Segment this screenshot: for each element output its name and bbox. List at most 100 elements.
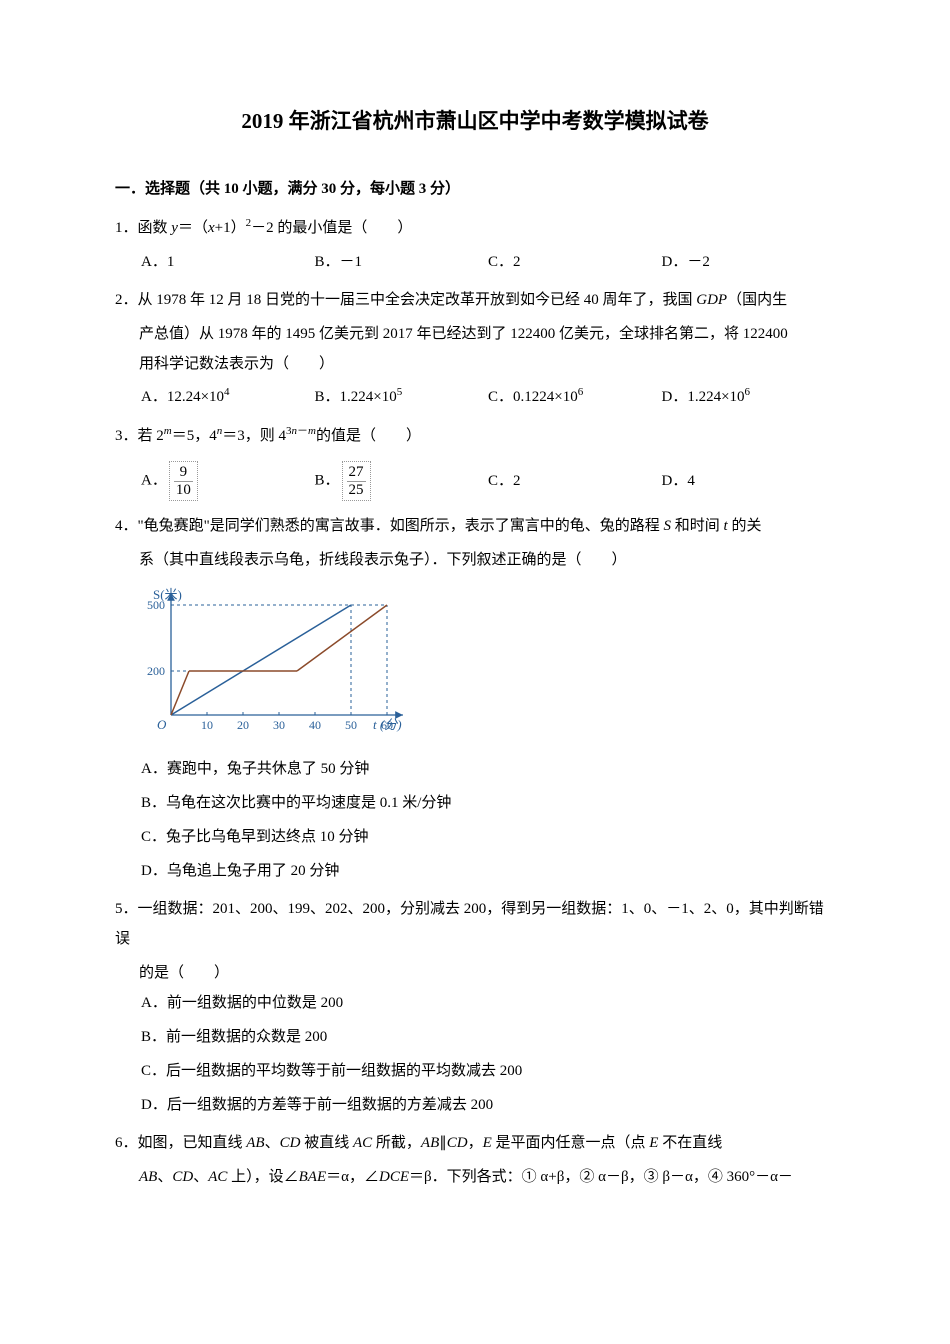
q4-opt-b: B．乌龟在这次比赛中的平均速度是 0.1 米/分钟 [141, 788, 835, 818]
q1-text: 1．函数 y＝（x+1）2－2 的最小值是（ ） [115, 212, 835, 243]
q2-c-pre: C．0.1224×10 [488, 389, 578, 405]
q6-ab2: AB [421, 1135, 439, 1151]
q4-l1-post: 的关 [728, 518, 762, 534]
q6-l2g: ＝α，∠ [326, 1169, 379, 1185]
q4-opt-a: A．赛跑中，兔子共休息了 50 分钟 [141, 754, 835, 784]
q3-opt-a: A． 910 [141, 461, 315, 501]
q3-post: 的值是（ ） [316, 428, 421, 444]
q3-a-den: 10 [174, 482, 193, 499]
q3-exp-minus: － [297, 425, 308, 437]
q5-line1: 5．一组数据：201、200、199、202、200，分别减去 200，得到另一… [115, 894, 835, 954]
q2-c-exp: 6 [578, 386, 584, 398]
q1-mid: ＝（ [178, 220, 208, 236]
q2-opt-d: D．1.224×106 [662, 381, 836, 412]
q4-l1-mid: 和时间 [671, 518, 724, 534]
question-5: 5．一组数据：201、200、199、202、200，分别减去 200，得到另一… [115, 894, 835, 1120]
question-2: 2．从 1978 年 12 月 18 日党的十一届三中全会决定改革开放到如今已经… [115, 285, 835, 412]
q1-opt-c: C．2 [488, 247, 662, 277]
q3-b-den: 25 [347, 482, 366, 499]
q5-opt-b: B．前一组数据的众数是 200 [141, 1022, 835, 1052]
q6-line2: AB、CD、AC 上），设∠BAE＝α，∠DCE＝β．下列各式：① α+β，② … [115, 1162, 835, 1192]
q3-options: A． 910 B．2725 C．2 D．4 [115, 461, 835, 501]
q1-opt-d: D．－2 [662, 247, 836, 277]
q2-gdp: GDP [696, 292, 727, 308]
q1-y: y [171, 220, 178, 236]
q6-l2f: 上），设∠ [227, 1169, 298, 1185]
q6-ac: AC [353, 1135, 372, 1151]
q4-opt-c: C．兔子比乌龟早到达终点 10 分钟 [141, 822, 835, 852]
q4-opt-d: D．乌龟追上兔子用了 20 分钟 [141, 856, 835, 886]
question-4: 4．"龟兔赛跑"是同学们熟悉的寓言故事．如图所示，表示了寓言中的龟、兔的路程 S… [115, 511, 835, 886]
q6-l1g: 不在直线 [658, 1135, 722, 1151]
svg-text:20: 20 [237, 718, 249, 732]
q6-l2a: AB [139, 1169, 157, 1185]
q3-exp-m: m [308, 425, 316, 437]
svg-text:50: 50 [345, 718, 357, 732]
question-3: 3．若 2m＝5，4n＝3，则 43n－m的值是（ ） A． 910 B．2725… [115, 420, 835, 501]
q4-line2: 系（其中直线段表示乌龟，折线段表示兔子）．下列叙述正确的是（ ） [115, 545, 835, 575]
svg-text:60: 60 [381, 718, 393, 732]
svg-text:200: 200 [147, 664, 165, 678]
q2-line1-post: （国内生 [727, 292, 787, 308]
q2-line1: 2．从 1978 年 12 月 18 日党的十一届三中全会决定改革开放到如今已经… [115, 285, 835, 315]
q1-options: A．1 B．－1 C．2 D．－2 [115, 247, 835, 277]
q4-s: S [664, 518, 672, 534]
question-1: 1．函数 y＝（x+1）2－2 的最小值是（ ） A．1 B．－1 C．2 D．… [115, 212, 835, 277]
q5-opt-d: D．后一组数据的方差等于前一组数据的方差减去 200 [141, 1090, 835, 1120]
svg-text:40: 40 [309, 718, 321, 732]
svg-text:O: O [157, 717, 167, 732]
q6-l2b: 、 [157, 1169, 172, 1185]
q6-l1b: 、 [265, 1135, 280, 1151]
q6-bae: BAE [299, 1169, 327, 1185]
q6-l1f: 是平面内任意一点（点 [492, 1135, 650, 1151]
q2-opt-b: B．1.224×105 [315, 381, 489, 412]
q2-line3: 用科学记数法表示为（ ） [115, 349, 835, 379]
q6-cd: CD [280, 1135, 301, 1151]
q6-l1a: 6．如图，已知直线 [115, 1135, 246, 1151]
q2-options: A．12.24×104 B．1.224×105 C．0.1224×106 D．1… [115, 381, 835, 412]
q6-par: ∥ [439, 1135, 447, 1151]
exam-title: 2019 年浙江省杭州市萧山区中学中考数学模拟试卷 [115, 100, 835, 142]
q6-dce: DCE [379, 1169, 409, 1185]
q6-line1: 6．如图，已知直线 AB、CD 被直线 AC 所截，AB∥CD，E 是平面内任意… [115, 1128, 835, 1158]
q2-d-pre: D．1.224×10 [662, 389, 745, 405]
q4-l1-pre: 4．"龟兔赛跑"是同学们熟悉的寓言故事．如图所示，表示了寓言中的龟、兔的路程 [115, 518, 664, 534]
q3-text: 3．若 2m＝5，4n＝3，则 43n－m的值是（ ） [115, 420, 835, 451]
q6-l2e: AC [208, 1169, 227, 1185]
section-1-header: 一．选择题（共 10 小题，满分 30 分，每小题 3 分） [115, 174, 835, 204]
q6-l1c: 被直线 [300, 1135, 353, 1151]
q6-e: E [483, 1135, 492, 1151]
q2-a-exp: 4 [224, 386, 230, 398]
q3-a-num: 9 [174, 464, 193, 482]
q5-options: A．前一组数据的中位数是 200 B．前一组数据的众数是 200 C．后一组数据… [115, 988, 835, 1120]
q1-pre: 1．函数 [115, 220, 171, 236]
q4-chart: OS(米)t (分)200500102030405060 [141, 585, 835, 746]
q1-mid2: +1） [215, 220, 246, 236]
q6-l2h: ＝β．下列各式：① α+β，② α－β，③ β－α，④ 360°－α－ [409, 1169, 793, 1185]
q3-opt-c: C．2 [488, 466, 662, 496]
q2-b-pre: B．1.224×10 [315, 389, 397, 405]
q6-ab: AB [246, 1135, 264, 1151]
svg-text:30: 30 [273, 718, 285, 732]
question-6: 6．如图，已知直线 AB、CD 被直线 AC 所截，AB∥CD，E 是平面内任意… [115, 1128, 835, 1192]
q2-line1-pre: 2．从 1978 年 12 月 18 日党的十一届三中全会决定改革开放到如今已经… [115, 292, 696, 308]
q4-line1: 4．"龟兔赛跑"是同学们熟悉的寓言故事．如图所示，表示了寓言中的龟、兔的路程 S… [115, 511, 835, 541]
q2-opt-c: C．0.1224×106 [488, 381, 662, 412]
q6-l1d: 所截， [372, 1135, 421, 1151]
q5-line2: 的是（ ） [115, 958, 835, 988]
q3-b-frac: 2725 [342, 461, 371, 501]
q4-options: A．赛跑中，兔子共休息了 50 分钟 B．乌龟在这次比赛中的平均速度是 0.1 … [115, 754, 835, 886]
q2-opt-a: A．12.24×104 [141, 381, 315, 412]
q3-a-label: A． [141, 472, 167, 488]
q3-opt-d: D．4 [662, 466, 836, 496]
q6-cd2: CD [447, 1135, 468, 1151]
q1-post: －2 的最小值是（ ） [251, 220, 412, 236]
q6-l2c: CD [172, 1169, 193, 1185]
q3-b-label: B． [315, 472, 340, 488]
q3-m1: m [164, 425, 172, 437]
q6-l1e: ， [468, 1135, 483, 1151]
q1-opt-a: A．1 [141, 247, 315, 277]
q1-x: x [208, 220, 215, 236]
q2-b-exp: 5 [397, 386, 403, 398]
q2-line2: 产总值）从 1978 年的 1495 亿美元到 2017 年已经达到了 1224… [115, 319, 835, 349]
